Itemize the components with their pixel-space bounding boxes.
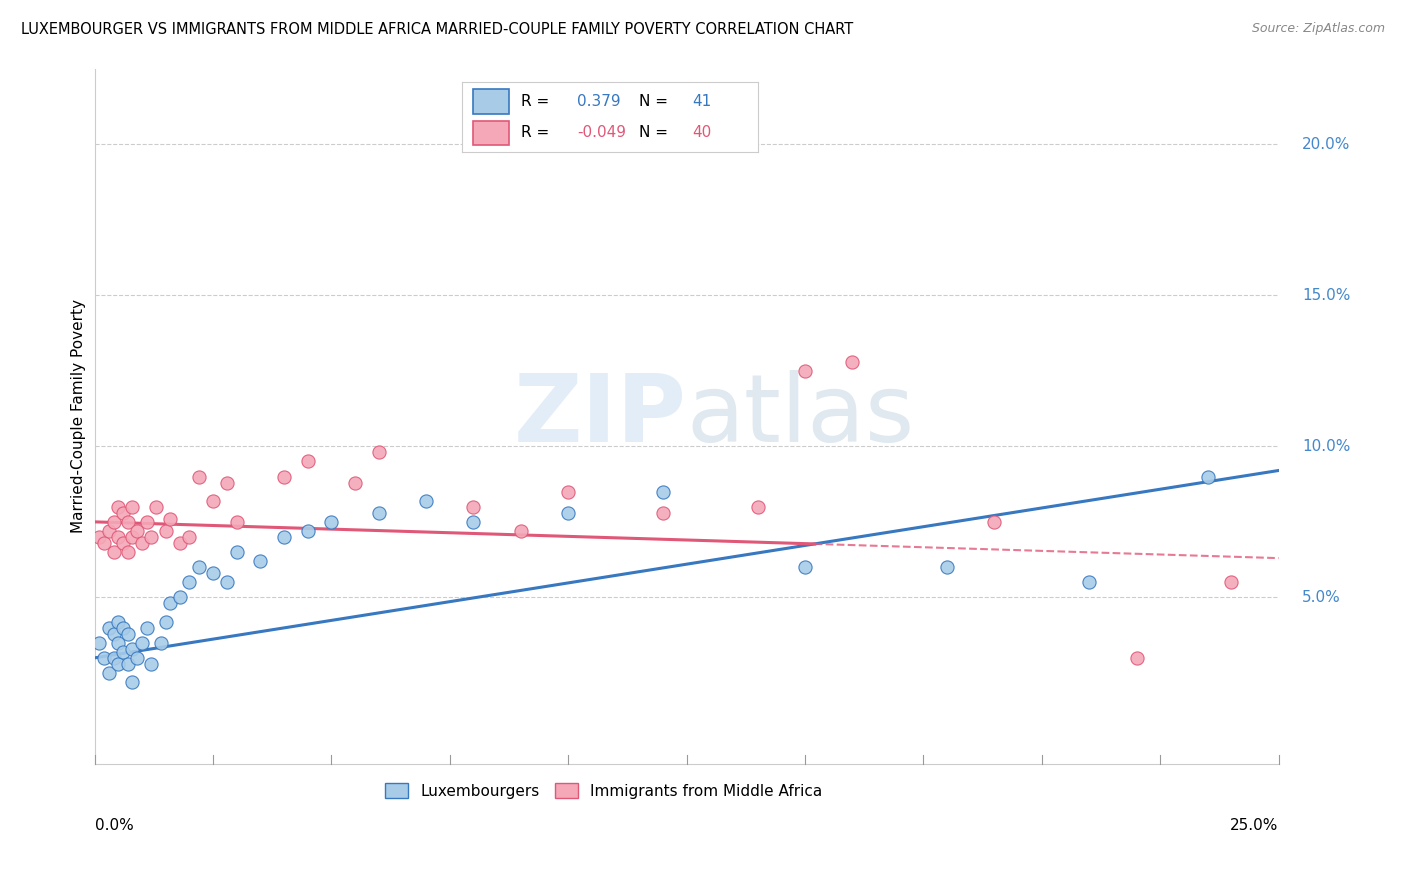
Point [121, 500, 143, 514]
Point [97, 524, 120, 538]
Point [149, 636, 172, 650]
Point [117, 515, 139, 529]
Text: 0.0%: 0.0% [94, 818, 134, 833]
Point [841, 354, 863, 368]
Point [344, 475, 367, 490]
Point [225, 545, 247, 559]
Point [217, 575, 239, 590]
Point [111, 621, 134, 635]
Point [367, 506, 389, 520]
Point [1078, 575, 1101, 590]
Point [249, 554, 271, 568]
Point [652, 484, 675, 499]
Point [107, 530, 129, 544]
Point [141, 657, 163, 671]
Point [111, 645, 134, 659]
Point [159, 597, 181, 611]
Point [121, 675, 143, 690]
Point [187, 469, 209, 483]
Point [297, 524, 319, 538]
Point [273, 530, 295, 544]
Point [794, 560, 817, 574]
Point [179, 530, 201, 544]
Point [557, 484, 579, 499]
Point [131, 636, 153, 650]
Point [983, 515, 1005, 529]
Point [107, 657, 129, 671]
Text: 25.0%: 25.0% [1230, 818, 1278, 833]
Point [103, 626, 125, 640]
Point [121, 641, 143, 656]
Text: 5.0%: 5.0% [1302, 590, 1341, 605]
Point [97, 665, 120, 680]
Point [107, 615, 129, 629]
Point [169, 536, 191, 550]
Point [117, 545, 139, 559]
Point [111, 506, 134, 520]
Point [103, 545, 125, 559]
Point [155, 524, 177, 538]
Point [169, 591, 191, 605]
Y-axis label: Married-Couple Family Poverty: Married-Couple Family Poverty [72, 299, 86, 533]
Text: atlas: atlas [686, 370, 915, 462]
Point [415, 493, 437, 508]
Point [297, 454, 319, 468]
Point [217, 475, 239, 490]
Point [273, 469, 295, 483]
Point [159, 512, 181, 526]
Point [225, 515, 247, 529]
Text: 20.0%: 20.0% [1302, 136, 1351, 152]
Point [93, 651, 115, 665]
Point [131, 536, 153, 550]
Text: 10.0%: 10.0% [1302, 439, 1351, 454]
Point [97, 621, 120, 635]
Point [187, 560, 209, 574]
Point [89, 636, 111, 650]
Point [463, 500, 485, 514]
Point [103, 651, 125, 665]
Point [103, 515, 125, 529]
Point [201, 493, 224, 508]
Point [1220, 575, 1243, 590]
Point [321, 515, 343, 529]
Text: 15.0%: 15.0% [1302, 288, 1351, 302]
Point [155, 615, 177, 629]
Point [652, 506, 675, 520]
Point [107, 636, 129, 650]
Point [111, 536, 134, 550]
Point [936, 560, 959, 574]
Point [141, 530, 163, 544]
Text: ZIP: ZIP [513, 370, 686, 462]
Point [145, 500, 167, 514]
Point [135, 621, 157, 635]
Point [794, 364, 817, 378]
Point [1197, 469, 1219, 483]
Point [127, 524, 149, 538]
Legend: Luxembourgers, Immigrants from Middle Africa: Luxembourgers, Immigrants from Middle Af… [380, 777, 828, 805]
Point [135, 515, 157, 529]
Point [747, 500, 769, 514]
Point [89, 530, 111, 544]
Text: Source: ZipAtlas.com: Source: ZipAtlas.com [1251, 22, 1385, 36]
Point [179, 575, 201, 590]
Point [463, 515, 485, 529]
Point [93, 536, 115, 550]
Point [117, 657, 139, 671]
Point [557, 506, 579, 520]
Point [117, 626, 139, 640]
Text: LUXEMBOURGER VS IMMIGRANTS FROM MIDDLE AFRICA MARRIED-COUPLE FAMILY POVERTY CORR: LUXEMBOURGER VS IMMIGRANTS FROM MIDDLE A… [21, 22, 853, 37]
Point [1125, 651, 1147, 665]
Point [107, 500, 129, 514]
Point [509, 524, 531, 538]
Point [127, 651, 149, 665]
Point [367, 445, 389, 459]
Point [201, 566, 224, 581]
Point [121, 530, 143, 544]
